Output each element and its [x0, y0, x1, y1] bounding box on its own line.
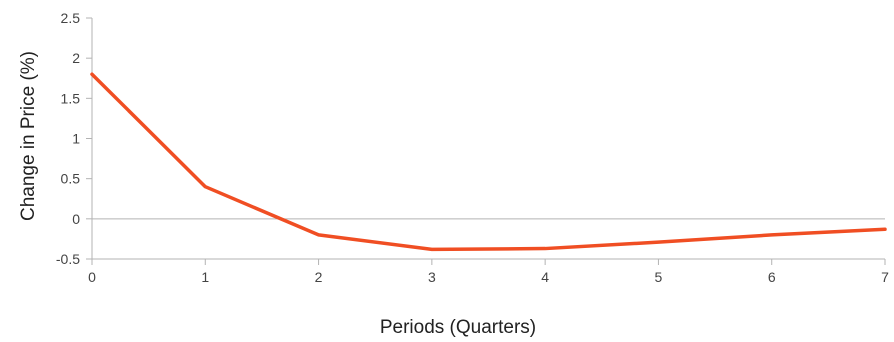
- y-tick-label: 1: [72, 131, 80, 147]
- x-axis-title: Periods (Quarters): [380, 317, 536, 338]
- x-tick-labels: 0 1 2 3 4 5 6 7: [88, 269, 889, 285]
- y-tick-label: 0: [72, 211, 80, 227]
- x-tick-label: 3: [428, 269, 436, 285]
- x-tick-label: 2: [315, 269, 323, 285]
- x-tick-label: 0: [88, 269, 96, 285]
- y-tick-label: -0.5: [56, 251, 80, 267]
- y-tick-label: 2.5: [61, 10, 81, 26]
- y-tick-label: 0.5: [61, 171, 81, 187]
- x-tick-label: 4: [541, 269, 549, 285]
- y-axis-title: Change in Price (%): [18, 51, 39, 221]
- x-tick-label: 1: [201, 269, 209, 285]
- y-tick-label: 1.5: [61, 90, 81, 106]
- y-tick-labels: 2.5 2 1.5 1 0.5 0 -0.5: [56, 10, 80, 267]
- series-group: [90, 72, 887, 252]
- axes-group: [86, 17, 886, 265]
- x-tick-label: 6: [768, 269, 776, 285]
- y-tick-label: 2: [72, 50, 80, 66]
- series-line: [90, 72, 887, 252]
- x-tick-label: 5: [655, 269, 663, 285]
- x-tick-label: 7: [881, 269, 889, 285]
